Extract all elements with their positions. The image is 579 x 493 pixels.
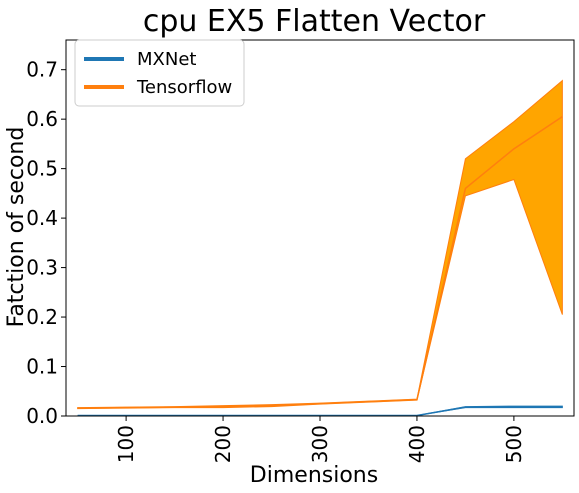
y-tick-label: 0.6 — [26, 107, 58, 131]
x-tick-label: 500 — [502, 425, 526, 463]
confidence-bands — [77, 79, 563, 417]
legend-label-tensorflow: Tensorflow — [136, 77, 232, 98]
y-axis: 0.0 0.1 0.2 0.3 0.4 0.5 0.6 0.7 — [26, 58, 66, 428]
x-tick-label: 100 — [114, 425, 138, 463]
x-tick-label: 200 — [211, 425, 235, 463]
y-tick-label: 0.0 — [26, 404, 58, 428]
x-axis-label: Dimensions — [250, 463, 378, 488]
y-tick-label: 0.1 — [26, 355, 58, 379]
y-tick-label: 0.5 — [26, 157, 58, 181]
y-tick-label: 0.3 — [26, 256, 58, 280]
y-tick-label: 0.2 — [26, 305, 58, 329]
legend: MXNet Tensorflow — [74, 39, 245, 107]
y-axis-label: Fatction of second — [4, 127, 29, 328]
series-line-mxnet — [77, 406, 563, 417]
x-axis: 100 200 300 400 500 — [114, 416, 526, 463]
band-tensorflow — [77, 79, 563, 410]
x-tick-label: 400 — [405, 425, 429, 463]
series-line-tensorflow — [77, 116, 563, 409]
y-tick-label: 0.7 — [26, 58, 58, 82]
legend-box — [74, 39, 245, 107]
y-tick-label: 0.4 — [26, 206, 58, 230]
x-tick-label: 300 — [308, 425, 332, 463]
legend-label-mxnet: MXNet — [137, 49, 196, 70]
chart-title: cpu EX5 Flatten Vector — [143, 4, 486, 39]
